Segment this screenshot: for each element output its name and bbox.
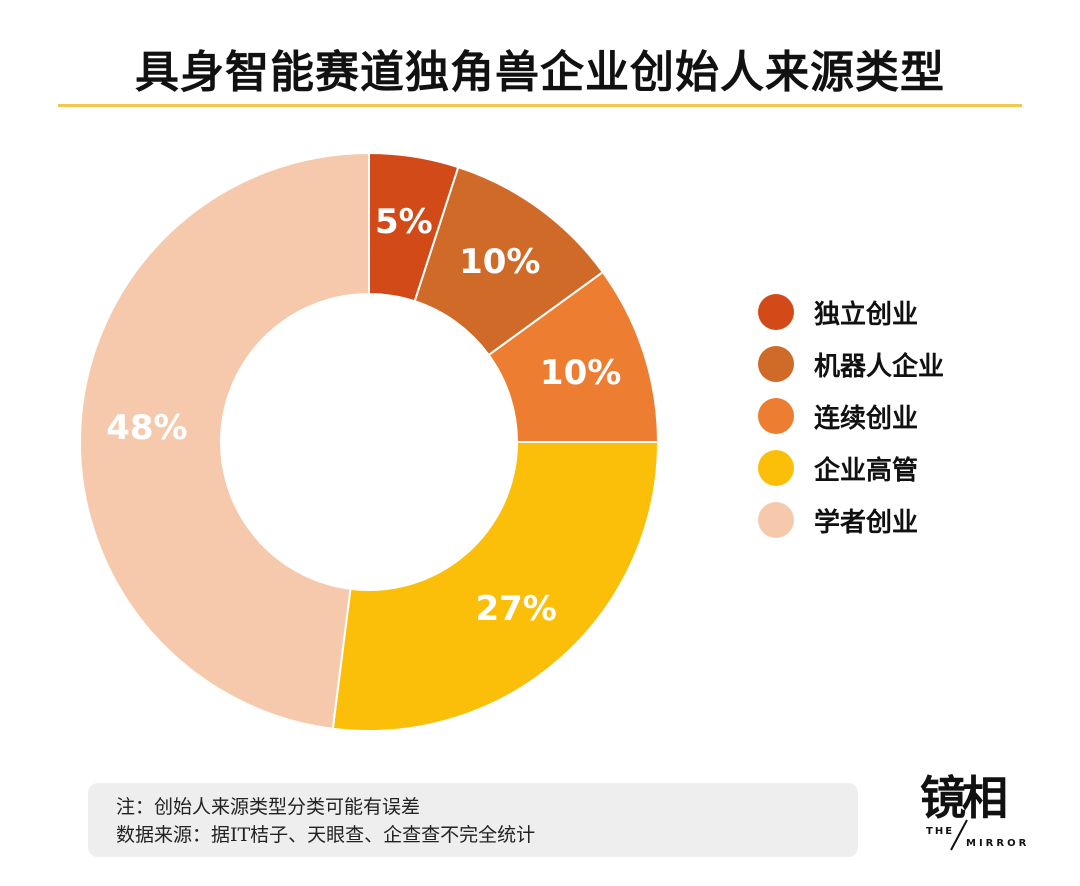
slice-executive <box>331 441 660 732</box>
donut-chart: 5% 10% 10% 27% 48% <box>79 151 660 732</box>
legend-item-scholar: 学者创业 <box>758 494 944 546</box>
title-underline <box>58 104 1022 107</box>
logo-wordmark: 镜相 <box>920 771 1008 825</box>
chart-legend: 独立创业 机器人企业 连续创业 企业高管 学者创业 <box>758 286 944 546</box>
legend-label: 学者创业 <box>814 507 919 538</box>
footnote-source: 数据来源：据IT桔子、天眼查、企查查不完全统计 <box>116 824 536 846</box>
footnote-box: 注：创始人来源类型分类可能有误差 数据来源：据IT桔子、天眼查、企查查不完全统计 <box>88 783 858 857</box>
legend-swatch <box>758 294 794 330</box>
legend-swatch <box>758 346 794 382</box>
label-scholar: 48% <box>106 408 187 448</box>
label-executive: 27% <box>475 589 556 629</box>
label-serial: 10% <box>540 353 621 393</box>
legend-item-independent: 独立创业 <box>758 286 944 338</box>
legend-item-serial: 连续创业 <box>758 390 944 442</box>
label-independent: 5% <box>375 202 433 242</box>
footnote-disclaimer: 注：创始人来源类型分类可能有误差 <box>116 796 421 818</box>
slice-scholar <box>79 151 370 730</box>
legend-label: 机器人企业 <box>814 351 945 382</box>
chart-title: 具身智能赛道独角兽企业创始人来源类型 <box>135 47 945 98</box>
legend-item-robot-company: 机器人企业 <box>758 338 944 390</box>
legend-label: 连续创业 <box>814 403 919 434</box>
legend-swatch <box>758 502 794 538</box>
legend-swatch <box>758 398 794 434</box>
logo-sub-the: THE <box>926 826 955 837</box>
legend-swatch <box>758 450 794 486</box>
label-robot-company: 10% <box>459 242 540 282</box>
logo-sub-mirror: MIRROR <box>966 838 1030 849</box>
legend-label: 企业高管 <box>814 455 919 486</box>
legend-label: 独立创业 <box>814 299 919 330</box>
legend-item-executive: 企业高管 <box>758 442 944 494</box>
brand-logo: 镜相 THE MIRROR <box>920 770 1030 860</box>
